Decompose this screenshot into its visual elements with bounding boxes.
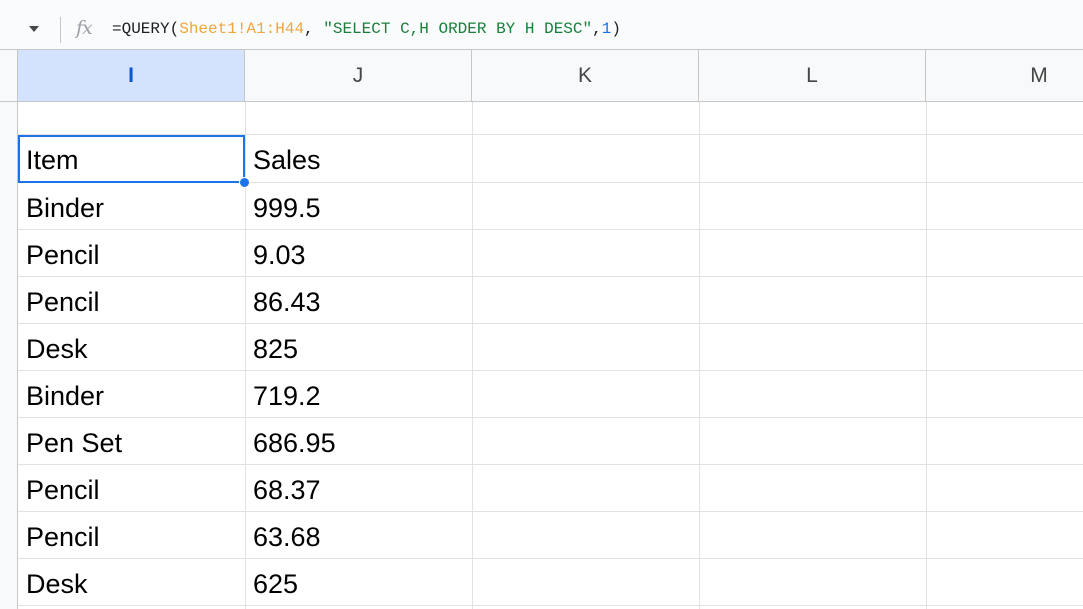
formula-bar-divider bbox=[60, 17, 61, 43]
cell-sales[interactable]: 999.5 bbox=[253, 193, 321, 223]
namebox-dropdown-icon[interactable] bbox=[29, 26, 39, 32]
fill-handle[interactable] bbox=[239, 177, 250, 188]
grid-line bbox=[18, 370, 1083, 371]
cell-item[interactable]: Pencil bbox=[26, 522, 100, 552]
formula-input[interactable]: =QUERY(Sheet1!A1:H44, "SELECT C,H ORDER … bbox=[112, 20, 621, 38]
cell-item[interactable]: Pencil bbox=[26, 287, 100, 317]
grid-line bbox=[699, 102, 700, 609]
cell-sales[interactable]: 686.95 bbox=[253, 428, 336, 458]
cell-sales[interactable]: 825 bbox=[253, 334, 299, 364]
grid-line bbox=[18, 558, 1083, 559]
cell-sales[interactable]: 719.2 bbox=[253, 381, 321, 411]
column-header-k[interactable]: K bbox=[472, 50, 699, 101]
grid-line bbox=[18, 464, 1083, 465]
function-icon: fx bbox=[76, 17, 93, 39]
formula-header-arg: 1 bbox=[601, 20, 612, 38]
cell-sales[interactable]: 86.43 bbox=[253, 287, 321, 317]
column-header-m[interactable]: M bbox=[926, 50, 1083, 101]
column-header-j[interactable]: J bbox=[245, 50, 472, 101]
cell-item[interactable]: Pen Set bbox=[26, 428, 123, 458]
select-all-corner[interactable] bbox=[0, 50, 18, 101]
grid-line bbox=[472, 102, 473, 609]
grid-line bbox=[926, 102, 927, 609]
grid-line bbox=[18, 134, 1083, 135]
formula-comma: , bbox=[592, 20, 602, 38]
cell-sales[interactable]: 625 bbox=[253, 569, 299, 599]
cell-item[interactable]: Desk bbox=[26, 569, 88, 599]
column-header-row: I J K L M bbox=[0, 50, 1083, 102]
formula-prefix: =QUERY( bbox=[112, 20, 180, 38]
grid-line bbox=[18, 229, 1083, 230]
formula-close-paren: ) bbox=[611, 20, 621, 38]
spreadsheet-grid[interactable] bbox=[0, 102, 1083, 609]
grid-line bbox=[18, 182, 1083, 183]
formula-query-string: "SELECT C,H ORDER BY H DESC" bbox=[323, 20, 593, 38]
grid-line bbox=[18, 323, 1083, 324]
formula-separator: , bbox=[304, 20, 324, 38]
cell-item-header[interactable]: Item bbox=[26, 145, 79, 175]
grid-line bbox=[18, 605, 1083, 606]
cell-item[interactable]: Pencil bbox=[26, 475, 100, 505]
formula-range-ref: Sheet1!A1:H44 bbox=[179, 20, 305, 38]
cell-sales[interactable]: 63.68 bbox=[253, 522, 321, 552]
column-header-i[interactable]: I bbox=[18, 50, 245, 101]
grid-line bbox=[18, 511, 1083, 512]
grid-line bbox=[18, 276, 1083, 277]
column-header-l[interactable]: L bbox=[699, 50, 926, 101]
grid-line bbox=[18, 417, 1083, 418]
cell-sales-header[interactable]: Sales bbox=[253, 145, 321, 175]
cell-item[interactable]: Binder bbox=[26, 381, 105, 411]
cell-item[interactable]: Binder bbox=[26, 193, 105, 223]
cell-item[interactable]: Desk bbox=[26, 334, 88, 364]
cell-sales[interactable]: 9.03 bbox=[253, 240, 306, 270]
grid-line bbox=[245, 102, 246, 609]
formula-bar: fx =QUERY(Sheet1!A1:H44, "SELECT C,H ORD… bbox=[0, 0, 1083, 50]
cell-sales[interactable]: 68.37 bbox=[253, 475, 321, 505]
cell-item[interactable]: Pencil bbox=[26, 240, 100, 270]
row-header-gutter[interactable] bbox=[0, 102, 18, 609]
